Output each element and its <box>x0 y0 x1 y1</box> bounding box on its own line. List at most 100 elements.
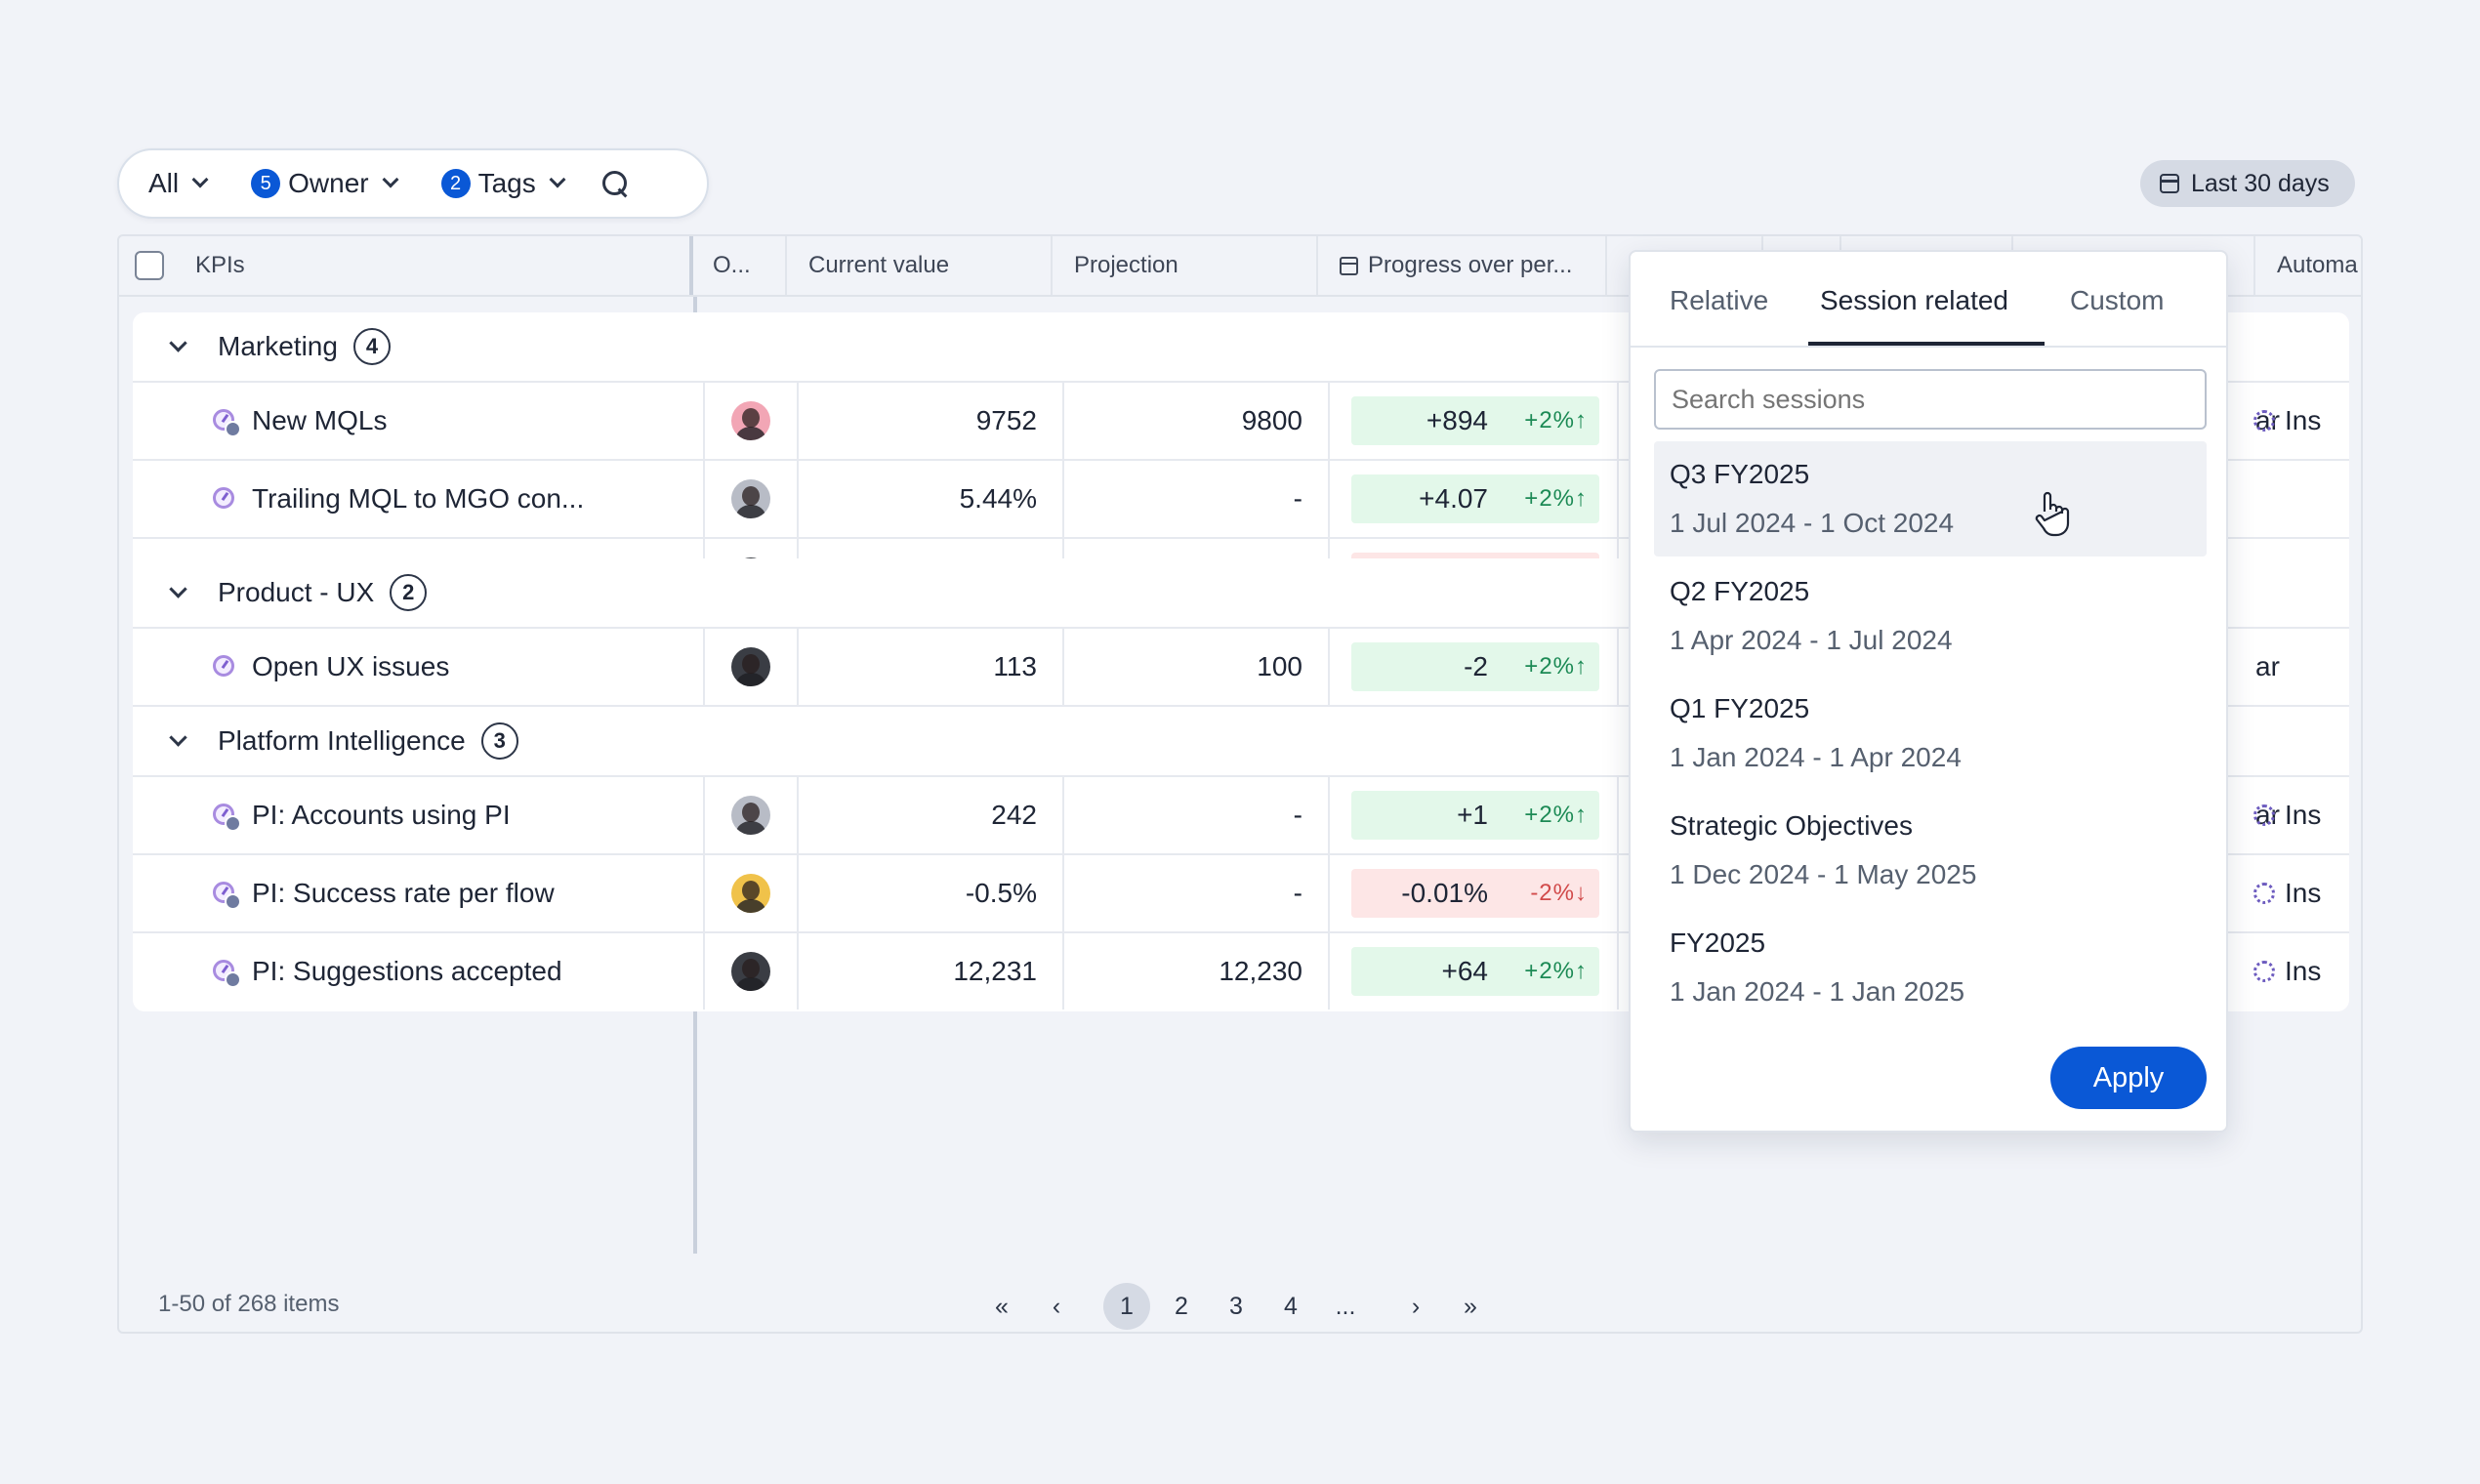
avatar[interactable] <box>731 796 770 835</box>
kpi-name-cell[interactable]: New MQLs <box>133 383 705 459</box>
group-count-badge: 3 <box>480 722 518 760</box>
group-name: Product - UX <box>218 577 375 607</box>
kpi-name-cell[interactable]: PI: Suggestions accepted <box>133 933 705 1010</box>
progress-pill: +894 +2%↑ <box>1351 396 1599 445</box>
table-row[interactable]: Open UX issues 113 100 -2 +2%↑ ar <box>133 629 2349 707</box>
tab-custom[interactable]: Custom <box>2070 285 2165 315</box>
page-button-4[interactable]: 4 <box>1284 1292 1298 1320</box>
kpi-gauge-icon <box>211 485 238 513</box>
group-header[interactable]: Platform Intelligence 3 <box>133 707 2349 777</box>
filter-all-dropdown[interactable]: All <box>148 168 209 199</box>
table-row[interactable]: Trailing MQL to MGO con... 5.44% - +4.07 +2%… <box>133 461 2349 539</box>
kpi-name-cell[interactable]: PI: Accounts using PI <box>133 777 705 853</box>
select-all-checkbox[interactable] <box>135 251 164 280</box>
projection-value: - <box>1064 855 1330 931</box>
chevron-down-icon[interactable] <box>169 333 187 352</box>
owner-cell[interactable] <box>705 933 799 1010</box>
truncated-cell-text: ar <box>2255 651 2280 681</box>
projection-value: 12,230 <box>1064 933 1330 1010</box>
session-item[interactable]: Q3 FY2025 1 Jul 2024 - 1 Oct 2024 <box>1654 441 2207 556</box>
automation-label: Ins <box>2285 800 2322 830</box>
kpi-gauge-icon <box>211 407 241 437</box>
column-header-automation[interactable]: Automa <box>2255 236 2361 295</box>
avatar[interactable] <box>731 401 770 440</box>
previous-page-button[interactable]: ‹ <box>1052 1292 1061 1320</box>
kpi-name-cell[interactable]: Trailing MQL to MGO con... <box>133 461 705 537</box>
automation-cell[interactable]: Ins <box>2253 933 2321 1010</box>
chevron-down-icon[interactable] <box>169 579 187 598</box>
page-button-3[interactable]: 3 <box>1229 1292 1243 1320</box>
column-header-projection[interactable]: Projection <box>1053 236 1318 295</box>
tab-relative[interactable]: Relative <box>1670 285 1769 315</box>
avatar[interactable] <box>731 647 770 686</box>
chevron-down-icon <box>549 171 566 188</box>
hand-cursor-icon <box>2035 491 2070 537</box>
session-item[interactable]: FY2025 1 Jan 2024 - 1 Jan 2025 <box>1654 910 2207 1025</box>
column-header-extra[interactable] <box>2013 236 2255 295</box>
filter-owner-label: Owner <box>288 168 369 198</box>
page-button-2[interactable]: 2 <box>1175 1292 1188 1320</box>
pagination-ellipsis: ... <box>1335 1292 1356 1320</box>
owner-count-badge: 5 <box>251 169 281 198</box>
current-value: 9752 <box>799 383 1064 459</box>
session-dates: 1 Jul 2024 - 1 Oct 2024 <box>1670 508 1955 538</box>
pagination: « ‹ 1 2 3 4 ... › » <box>978 1283 1502 1330</box>
table-row[interactable]: PI: Accounts using PI 242- +1 +2%↑ ar Ins <box>133 777 2349 855</box>
apply-button[interactable]: Apply <box>2050 1047 2207 1109</box>
progress-delta: +1 <box>1457 800 1488 830</box>
owner-cell[interactable] <box>705 383 799 459</box>
search-icon[interactable] <box>600 169 630 198</box>
date-range-button[interactable]: Last 30 days <box>2140 160 2355 207</box>
avatar[interactable] <box>731 952 770 991</box>
column-header-owner[interactable]: O... <box>693 236 787 295</box>
automation-cell[interactable]: Ins <box>2253 777 2321 853</box>
session-item[interactable]: Strategic Objectives 1 Dec 2024 - 1 May 2… <box>1654 793 2207 908</box>
column-header-progress[interactable]: Progress over per... <box>1318 236 1607 295</box>
kpi-name: Trailing MQL to MGO con... <box>252 483 585 514</box>
automation-label: Ins <box>2285 956 2322 986</box>
session-item[interactable]: Q2 FY2025 1 Apr 2024 - 1 Jul 2024 <box>1654 558 2207 674</box>
progress-pill: -2 +2%↑ <box>1351 642 1599 691</box>
progress-pill: -0.01% -2%↓ <box>1351 869 1599 918</box>
kpi-name-cell[interactable]: Open UX issues <box>133 629 705 705</box>
automation-cell[interactable]: Ins <box>2253 855 2321 931</box>
first-page-button[interactable]: « <box>995 1292 1009 1320</box>
filter-owner-dropdown[interactable]: 5 Owner <box>251 168 399 199</box>
date-range-label: Last 30 days <box>2191 169 2330 197</box>
current-value: 12,231 <box>799 933 1064 1010</box>
group-name: Platform Intelligence <box>218 725 466 756</box>
session-title: Strategic Objectives <box>1670 810 1913 841</box>
last-page-button[interactable]: » <box>1464 1292 1477 1320</box>
column-header-kpis[interactable]: KPIs <box>119 236 693 295</box>
tab-session-related[interactable]: Session related <box>1820 285 2009 315</box>
progress-cell: +894 +2%↑ <box>1330 383 1619 459</box>
automation-cell[interactable]: Ins <box>2253 383 2321 459</box>
progress-pill: +64 +2%↑ <box>1351 947 1599 996</box>
kpi-name: PI: Accounts using PI <box>252 800 511 830</box>
group-header[interactable]: Marketing 4 <box>133 312 2349 383</box>
date-range-popover: Relative Session related Custom Q3 FY202… <box>1629 250 2228 1133</box>
chevron-down-icon[interactable] <box>169 727 187 747</box>
kpi-gauge-icon <box>211 880 241 910</box>
kpi-gauge-icon <box>211 653 238 680</box>
automation-label: Ins <box>2285 405 2322 435</box>
column-header-current-value[interactable]: Current value <box>787 236 1053 295</box>
owner-cell[interactable] <box>705 777 799 853</box>
automation-badge-icon <box>225 815 241 832</box>
page-button-1[interactable]: 1 <box>1103 1283 1150 1330</box>
filter-tags-dropdown[interactable]: 2 Tags <box>440 168 566 199</box>
owner-cell[interactable] <box>705 629 799 705</box>
next-page-button[interactable]: › <box>1411 1292 1421 1320</box>
kpi-name: PI: Success rate per flow <box>252 878 555 908</box>
owner-cell[interactable] <box>705 855 799 931</box>
table-row[interactable]: New MQLs 9752 9800 +894 +2%↑ ar Ins <box>133 383 2349 461</box>
progress-delta: -2 <box>1464 651 1488 681</box>
avatar[interactable] <box>731 479 770 518</box>
session-item[interactable]: Q1 FY2025 1 Jan 2024 - 1 Apr 2024 <box>1654 676 2207 791</box>
kpi-name-cell[interactable]: PI: Success rate per flow <box>133 855 705 931</box>
owner-cell[interactable] <box>705 461 799 537</box>
search-sessions-input[interactable] <box>1654 369 2207 430</box>
progress-cell: +4.07 +2%↑ <box>1330 461 1619 537</box>
avatar[interactable] <box>731 874 770 913</box>
group-header[interactable]: Product - UX 2 <box>133 558 2349 629</box>
